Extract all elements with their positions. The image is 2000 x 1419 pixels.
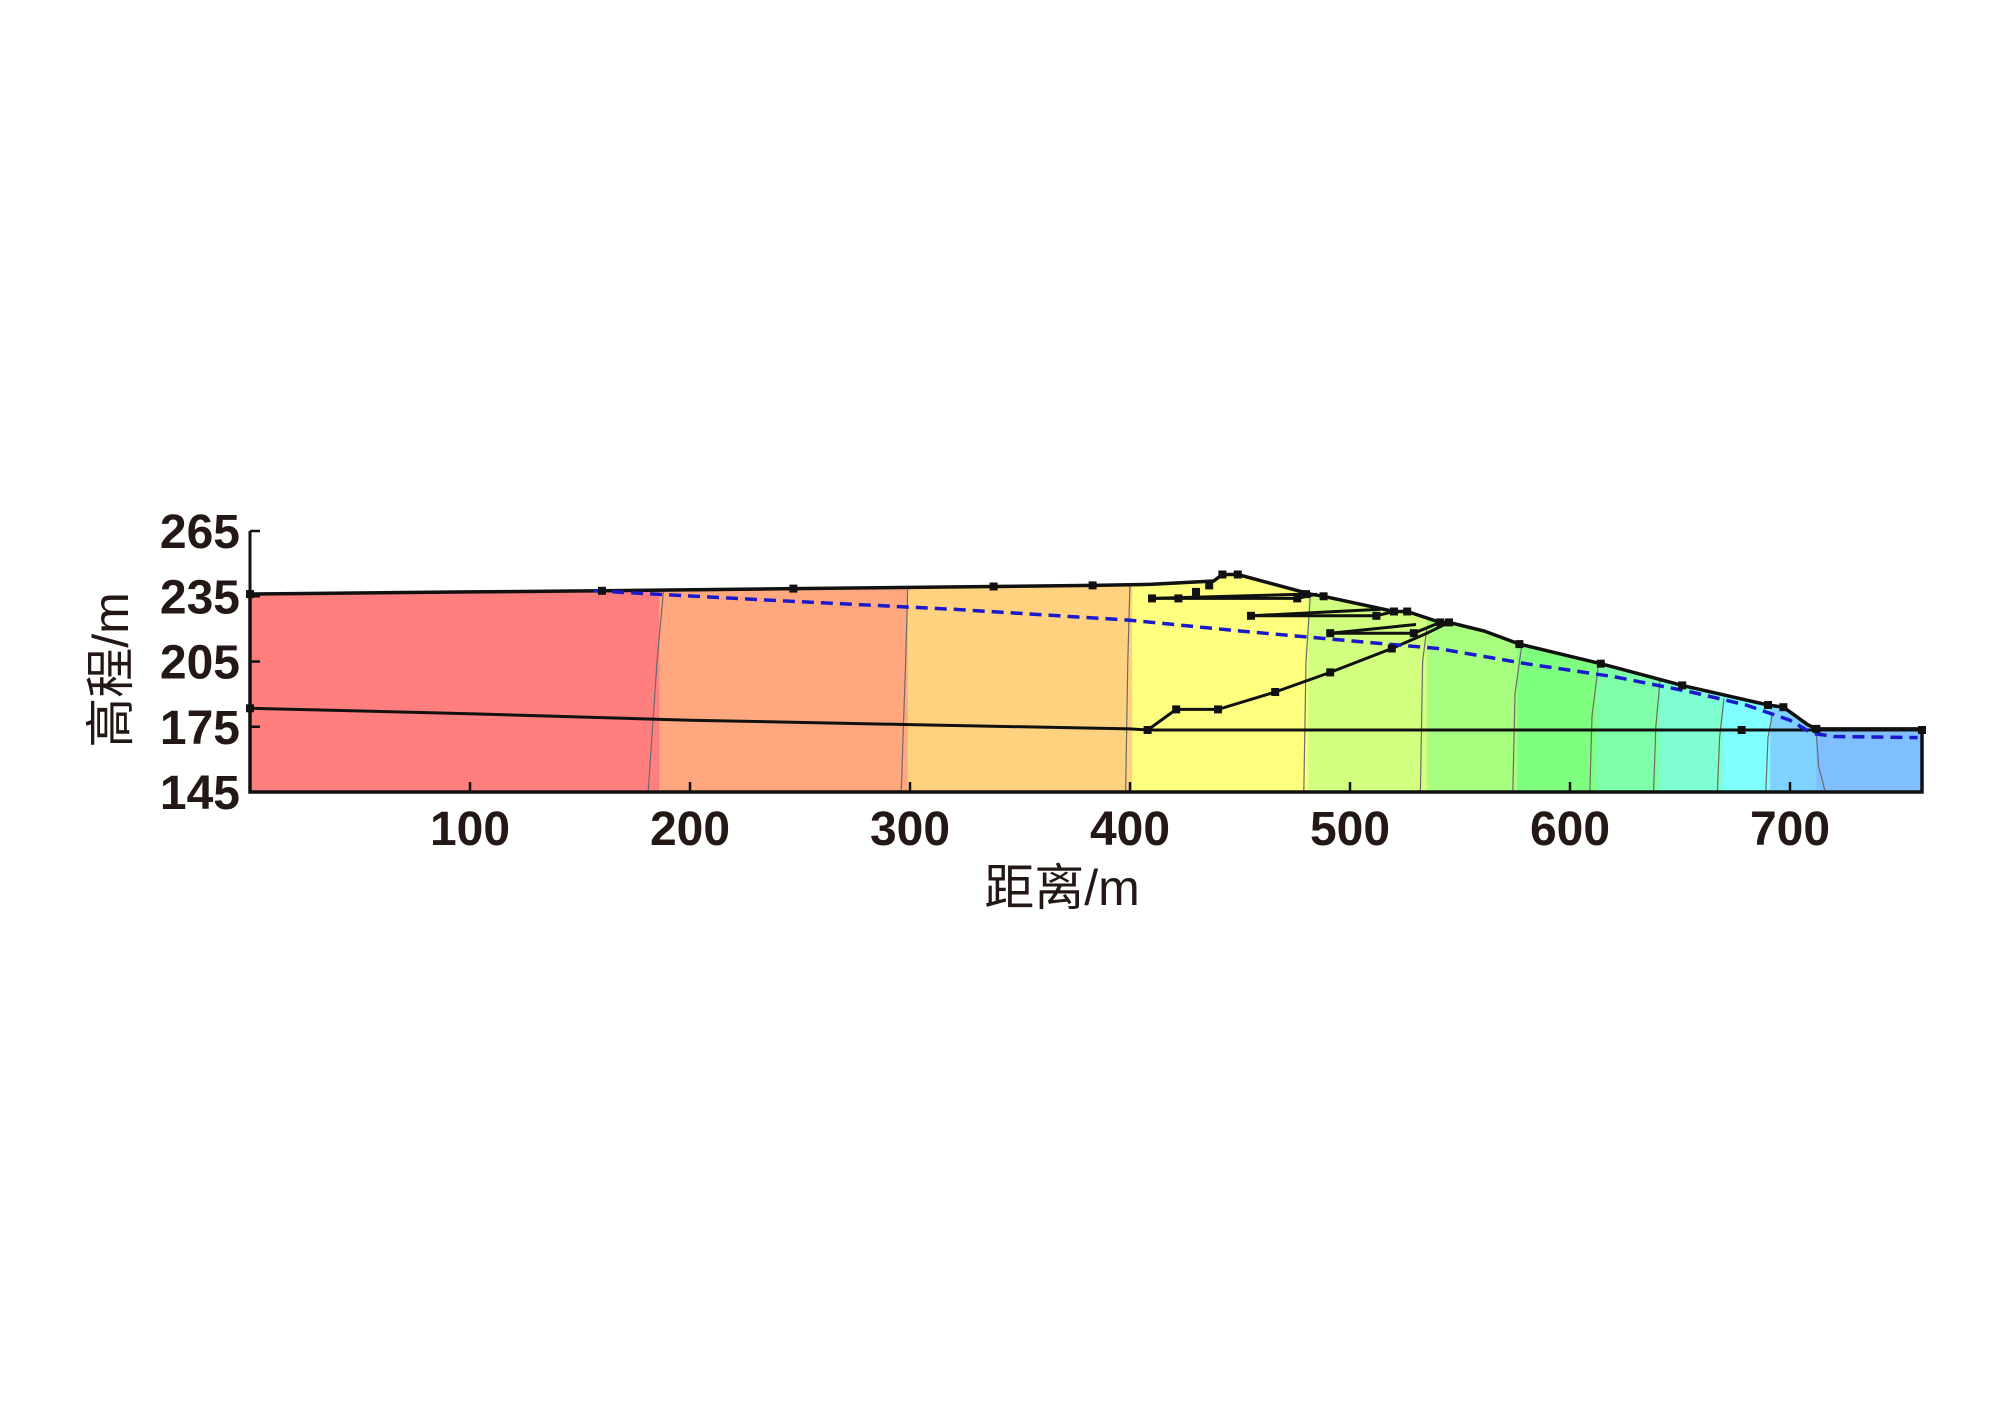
contour-line-7 <box>1589 663 1600 792</box>
color-band-4 <box>1132 574 1310 792</box>
vertex-marker-11 <box>1218 570 1227 579</box>
vertex-marker-12 <box>1233 570 1242 579</box>
vertex-marker-19 <box>1403 607 1412 616</box>
vertex-marker-16 <box>1247 611 1255 620</box>
vertex-marker-5 <box>989 582 998 591</box>
color-band-9 <box>1660 574 1725 792</box>
color-band-5 <box>1308 574 1428 792</box>
zone-line-1 <box>1146 621 1450 732</box>
vertex-marker-15 <box>1319 592 1328 601</box>
contour-line-3 <box>1125 583 1131 792</box>
vertex-marker-6 <box>1088 581 1097 590</box>
vertex-marker-35 <box>1387 644 1396 653</box>
contour-line-8 <box>1653 678 1661 792</box>
vertex-marker-29 <box>1812 724 1821 733</box>
vertex-marker-14 <box>1302 590 1310 599</box>
contour-line-5 <box>1419 626 1428 792</box>
vertex-marker-18 <box>1390 607 1398 616</box>
contour-line-11 <box>1815 735 1826 792</box>
phreatic-line-layer <box>593 589 1918 740</box>
x-tick-label-100: 100 <box>430 803 510 856</box>
contour-line-10 <box>1765 713 1773 792</box>
vertex-marker-31 <box>1172 705 1181 714</box>
x-tick-label-200: 200 <box>650 803 730 856</box>
x-axis-title: 距离/m <box>984 860 1140 916</box>
vertex-marker-23 <box>1445 618 1453 627</box>
color-band-1 <box>250 574 661 792</box>
vertex-marker-37 <box>1918 726 1926 734</box>
x-tick-label-500: 500 <box>1310 803 1390 856</box>
vertex-marker-3 <box>598 586 606 595</box>
vertex-marker-32 <box>1214 705 1222 714</box>
vertex-marker-24 <box>1515 640 1524 649</box>
x-tick-label-300: 300 <box>870 803 950 856</box>
vertex-marker-25 <box>1596 659 1605 668</box>
y-tick-label-265: 265 <box>160 506 240 559</box>
vertex-marker-27 <box>1764 701 1772 709</box>
color-band-12 <box>1816 574 1922 792</box>
vertex-marker-10 <box>1205 581 1214 590</box>
vertex-marker-8 <box>1174 594 1183 603</box>
vertex-marker-17 <box>1372 611 1381 620</box>
zone-line-5 <box>1250 607 1381 618</box>
x-tick-label-700: 700 <box>1750 803 1830 856</box>
boundary-layer <box>248 572 1924 794</box>
color-band-2 <box>659 574 909 792</box>
contour-line-2 <box>900 585 909 792</box>
color-band-layer <box>250 574 1922 792</box>
vertex-marker-21 <box>1409 629 1418 638</box>
y-axis-title: 高程/m <box>83 592 139 748</box>
phreatic-line <box>593 589 1918 740</box>
y-tick-label-205: 205 <box>160 637 240 690</box>
vertex-marker-22 <box>1436 618 1445 627</box>
contour-line-1 <box>647 589 665 792</box>
x-tick-label-600: 600 <box>1530 803 1610 856</box>
vertex-marker-30 <box>1143 726 1152 734</box>
color-band-11 <box>1770 574 1818 792</box>
vertex-marker-36 <box>1737 726 1746 734</box>
contour-line-9 <box>1716 698 1725 792</box>
zone-line-7 <box>1330 623 1417 635</box>
dam-outline <box>248 572 1924 794</box>
vertex-marker-4 <box>789 584 798 593</box>
vertex-marker-20 <box>1326 629 1335 638</box>
vertex-marker-28 <box>1779 703 1788 712</box>
y-tick-label-145: 145 <box>160 767 240 820</box>
vertex-marker-9 <box>1192 587 1200 596</box>
contour-line-layer <box>647 583 1826 792</box>
y-tick-label-175: 175 <box>160 702 240 755</box>
axis-layer: 100 200 300 400 500 600 700 145 175 205 235 265 <box>160 506 1922 856</box>
vertex-marker-7 <box>1148 594 1156 603</box>
color-band-10 <box>1724 574 1772 792</box>
vertex-marker-26 <box>1678 681 1687 690</box>
contour-line-6 <box>1512 646 1523 792</box>
vertex-marker-13 <box>1293 594 1302 603</box>
vertex-marker-33 <box>1271 688 1280 696</box>
y-tick-label-235: 235 <box>160 571 240 624</box>
color-band-8 <box>1596 574 1662 792</box>
x-tick-label-400: 400 <box>1090 803 1170 856</box>
color-band-3 <box>907 574 1134 792</box>
marker-layer <box>246 570 1926 734</box>
vertex-marker-34 <box>1326 668 1335 677</box>
